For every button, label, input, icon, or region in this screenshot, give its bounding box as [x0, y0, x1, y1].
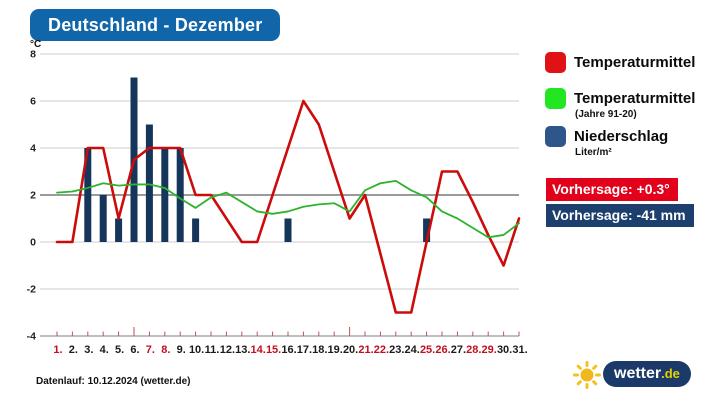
climate-mean-line: [56, 179, 520, 239]
precipitation-bar: [423, 218, 431, 242]
precipitation-bar: [84, 148, 92, 242]
legend: Temperaturmittel Temperaturmittel (Jahre…: [545, 0, 717, 340]
legend-label-climate-mean: Temperaturmittel: [574, 90, 696, 107]
x-tick-label: 24.: [405, 344, 420, 356]
x-tick-label-holiday: 8.: [161, 344, 170, 356]
x-tick-label: 10.: [189, 344, 204, 356]
x-tick-label: 23.: [389, 344, 404, 356]
x-tick-label: 12.: [220, 344, 235, 356]
precipitation-swatch-icon: [545, 126, 566, 147]
climate-mean-swatch-icon: [545, 88, 566, 109]
x-axis-labels: 1. 2. 3. 4. 5. 6. 7. 8. 9. 10. 11. 12. 13. 14. 15. 16. 1…: [53, 344, 527, 356]
wetter-de-logo-pill: wetter.de: [603, 361, 691, 387]
precipitation-bar: [161, 148, 169, 242]
sun-icon: [573, 361, 601, 389]
chart-title-badge: Deutschland - Dezember: [30, 9, 281, 41]
x-tick-label: 6.: [130, 344, 139, 356]
legend-sublabel-precipitation: Liter/m²: [575, 147, 612, 158]
y-tick-label: -4: [27, 331, 36, 343]
x-tick-label: 5.: [115, 344, 124, 356]
precipitation-bar: [115, 218, 123, 242]
precipitation-bars: [84, 77, 431, 242]
y-tick-label: 6: [30, 96, 36, 108]
x-tick-label-holiday: 14.: [251, 344, 266, 356]
x-tick-label-holiday: 28.: [466, 344, 481, 356]
gridlines: [40, 53, 519, 337]
y-tick-label: 0: [30, 237, 36, 249]
precipitation-bar: [284, 218, 292, 242]
x-tick-label: 20.: [343, 344, 358, 356]
climate-mean-line-group: [56, 179, 520, 239]
y-tick-label: 2: [30, 190, 36, 202]
x-tick-label: 16.: [281, 344, 296, 356]
x-tick-label-holiday: 25.: [420, 344, 435, 356]
x-tick-label: 19.: [328, 344, 343, 356]
y-axis-unit-label: °C: [30, 39, 41, 50]
temperature-line: [55, 99, 521, 314]
x-tick-label: 11.: [205, 344, 220, 356]
x-tick-label: 31.: [512, 344, 527, 356]
forecast-precipitation-badge: Vorhersage: -41 mm: [546, 204, 694, 227]
x-tick-label: 18.: [312, 344, 327, 356]
x-tick-label-holiday: 26.: [435, 344, 450, 356]
y-tick-label: -2: [27, 284, 36, 296]
y-axis-labels: 8 6 4 2 0 -2 -4: [27, 49, 37, 343]
legend-label-temperature: Temperaturmittel: [574, 54, 696, 71]
wetter-de-logo[interactable]: wetter.de: [572, 359, 704, 389]
x-tick-label-holiday: 7.: [146, 344, 155, 356]
x-tick-label: 2.: [69, 344, 78, 356]
precipitation-bar: [176, 148, 184, 242]
precipitation-bar: [99, 195, 107, 242]
x-tick-label: 4.: [100, 344, 109, 356]
chart-title: Deutschland - Dezember: [48, 15, 263, 35]
legend-sublabel-climate-mean: (Jahre 91-20): [575, 109, 637, 120]
x-tick-label: 13.: [235, 344, 250, 356]
y-axis-unit: °C: [30, 39, 41, 50]
x-tick-label: 9.: [177, 344, 186, 356]
y-tick-label: 4: [30, 143, 36, 155]
x-tick-label: 17.: [297, 344, 312, 356]
x-tick-label-holiday: 29.: [482, 344, 497, 356]
legend-label-precipitation: Niederschlag: [574, 128, 669, 145]
x-tick-label: 30.: [497, 344, 512, 356]
forecast-temperature-badge: Vorhersage: +0.3°: [546, 178, 678, 201]
x-tick-label: 3.: [84, 344, 93, 356]
precipitation-bar: [145, 124, 153, 242]
logo-text: wetter: [614, 365, 662, 382]
x-tick-label: 27.: [451, 344, 466, 356]
data-run-label: Datenlauf: 10.12.2024 (wetter.de): [36, 376, 191, 387]
precipitation-bar: [192, 218, 200, 242]
x-tick-label-holiday: 22.: [374, 344, 389, 356]
y-tick-label: 8: [30, 49, 36, 61]
x-tick-label-holiday: 15.: [266, 344, 281, 356]
x-tick-label-holiday: 1.: [53, 344, 62, 356]
x-axis-ticks: [56, 327, 520, 336]
temperature-swatch-icon: [545, 52, 566, 73]
logo-tld: .de: [661, 366, 680, 381]
temperature-line-group: [55, 99, 521, 314]
x-tick-label-holiday: 21.: [358, 344, 373, 356]
